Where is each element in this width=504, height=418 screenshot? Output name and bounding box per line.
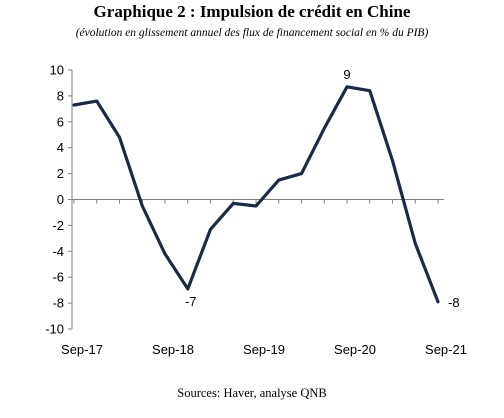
y-tick-label: 4 bbox=[57, 140, 64, 155]
y-tick-label: -2 bbox=[52, 218, 64, 233]
y-tick-label: 2 bbox=[57, 166, 64, 181]
x-tick-label: Sep-19 bbox=[243, 342, 285, 357]
y-tick-label: -10 bbox=[45, 322, 64, 337]
data-label: 9 bbox=[343, 67, 350, 82]
chart-title: Graphique 2 : Impulsion de crédit en Chi… bbox=[93, 2, 411, 21]
y-tick-label: -6 bbox=[52, 270, 64, 285]
data-label: -8 bbox=[448, 295, 460, 310]
y-tick-label: -4 bbox=[52, 244, 64, 259]
y-tick-label: 10 bbox=[50, 63, 64, 78]
y-tick-label: -8 bbox=[52, 296, 64, 311]
data-label: -7 bbox=[185, 294, 197, 309]
x-tick-label: Sep-21 bbox=[425, 342, 467, 357]
chart-subtitle: (évolution en glissement annuel des flux… bbox=[75, 27, 429, 39]
y-tick-label: 8 bbox=[57, 88, 64, 103]
x-tick-label: Sep-17 bbox=[61, 342, 103, 357]
series-line bbox=[72, 85, 440, 304]
chart-source: Sources: Haver, analyse QNB bbox=[177, 386, 327, 400]
y-tick-label: 0 bbox=[57, 192, 64, 207]
y-tick-label: 6 bbox=[57, 114, 64, 129]
x-tick-label: Sep-20 bbox=[334, 342, 376, 357]
x-tick-label: Sep-18 bbox=[152, 342, 194, 357]
